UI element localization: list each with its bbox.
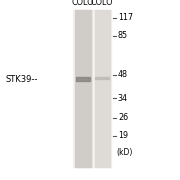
Bar [73, 10, 111, 167]
Text: COLO: COLO [71, 0, 94, 7]
Text: (kD): (kD) [117, 148, 133, 157]
Bar [75, 10, 91, 167]
Text: COLO: COLO [90, 0, 113, 7]
Bar [76, 77, 90, 81]
Text: STK39--: STK39-- [5, 75, 38, 84]
Text: 85: 85 [118, 31, 128, 40]
Text: 117: 117 [118, 14, 133, 22]
Bar [95, 77, 109, 79]
Text: 26: 26 [118, 113, 128, 122]
Bar [94, 10, 110, 167]
Text: 48: 48 [118, 70, 128, 79]
Text: 34: 34 [118, 94, 128, 103]
Text: 19: 19 [118, 131, 128, 140]
